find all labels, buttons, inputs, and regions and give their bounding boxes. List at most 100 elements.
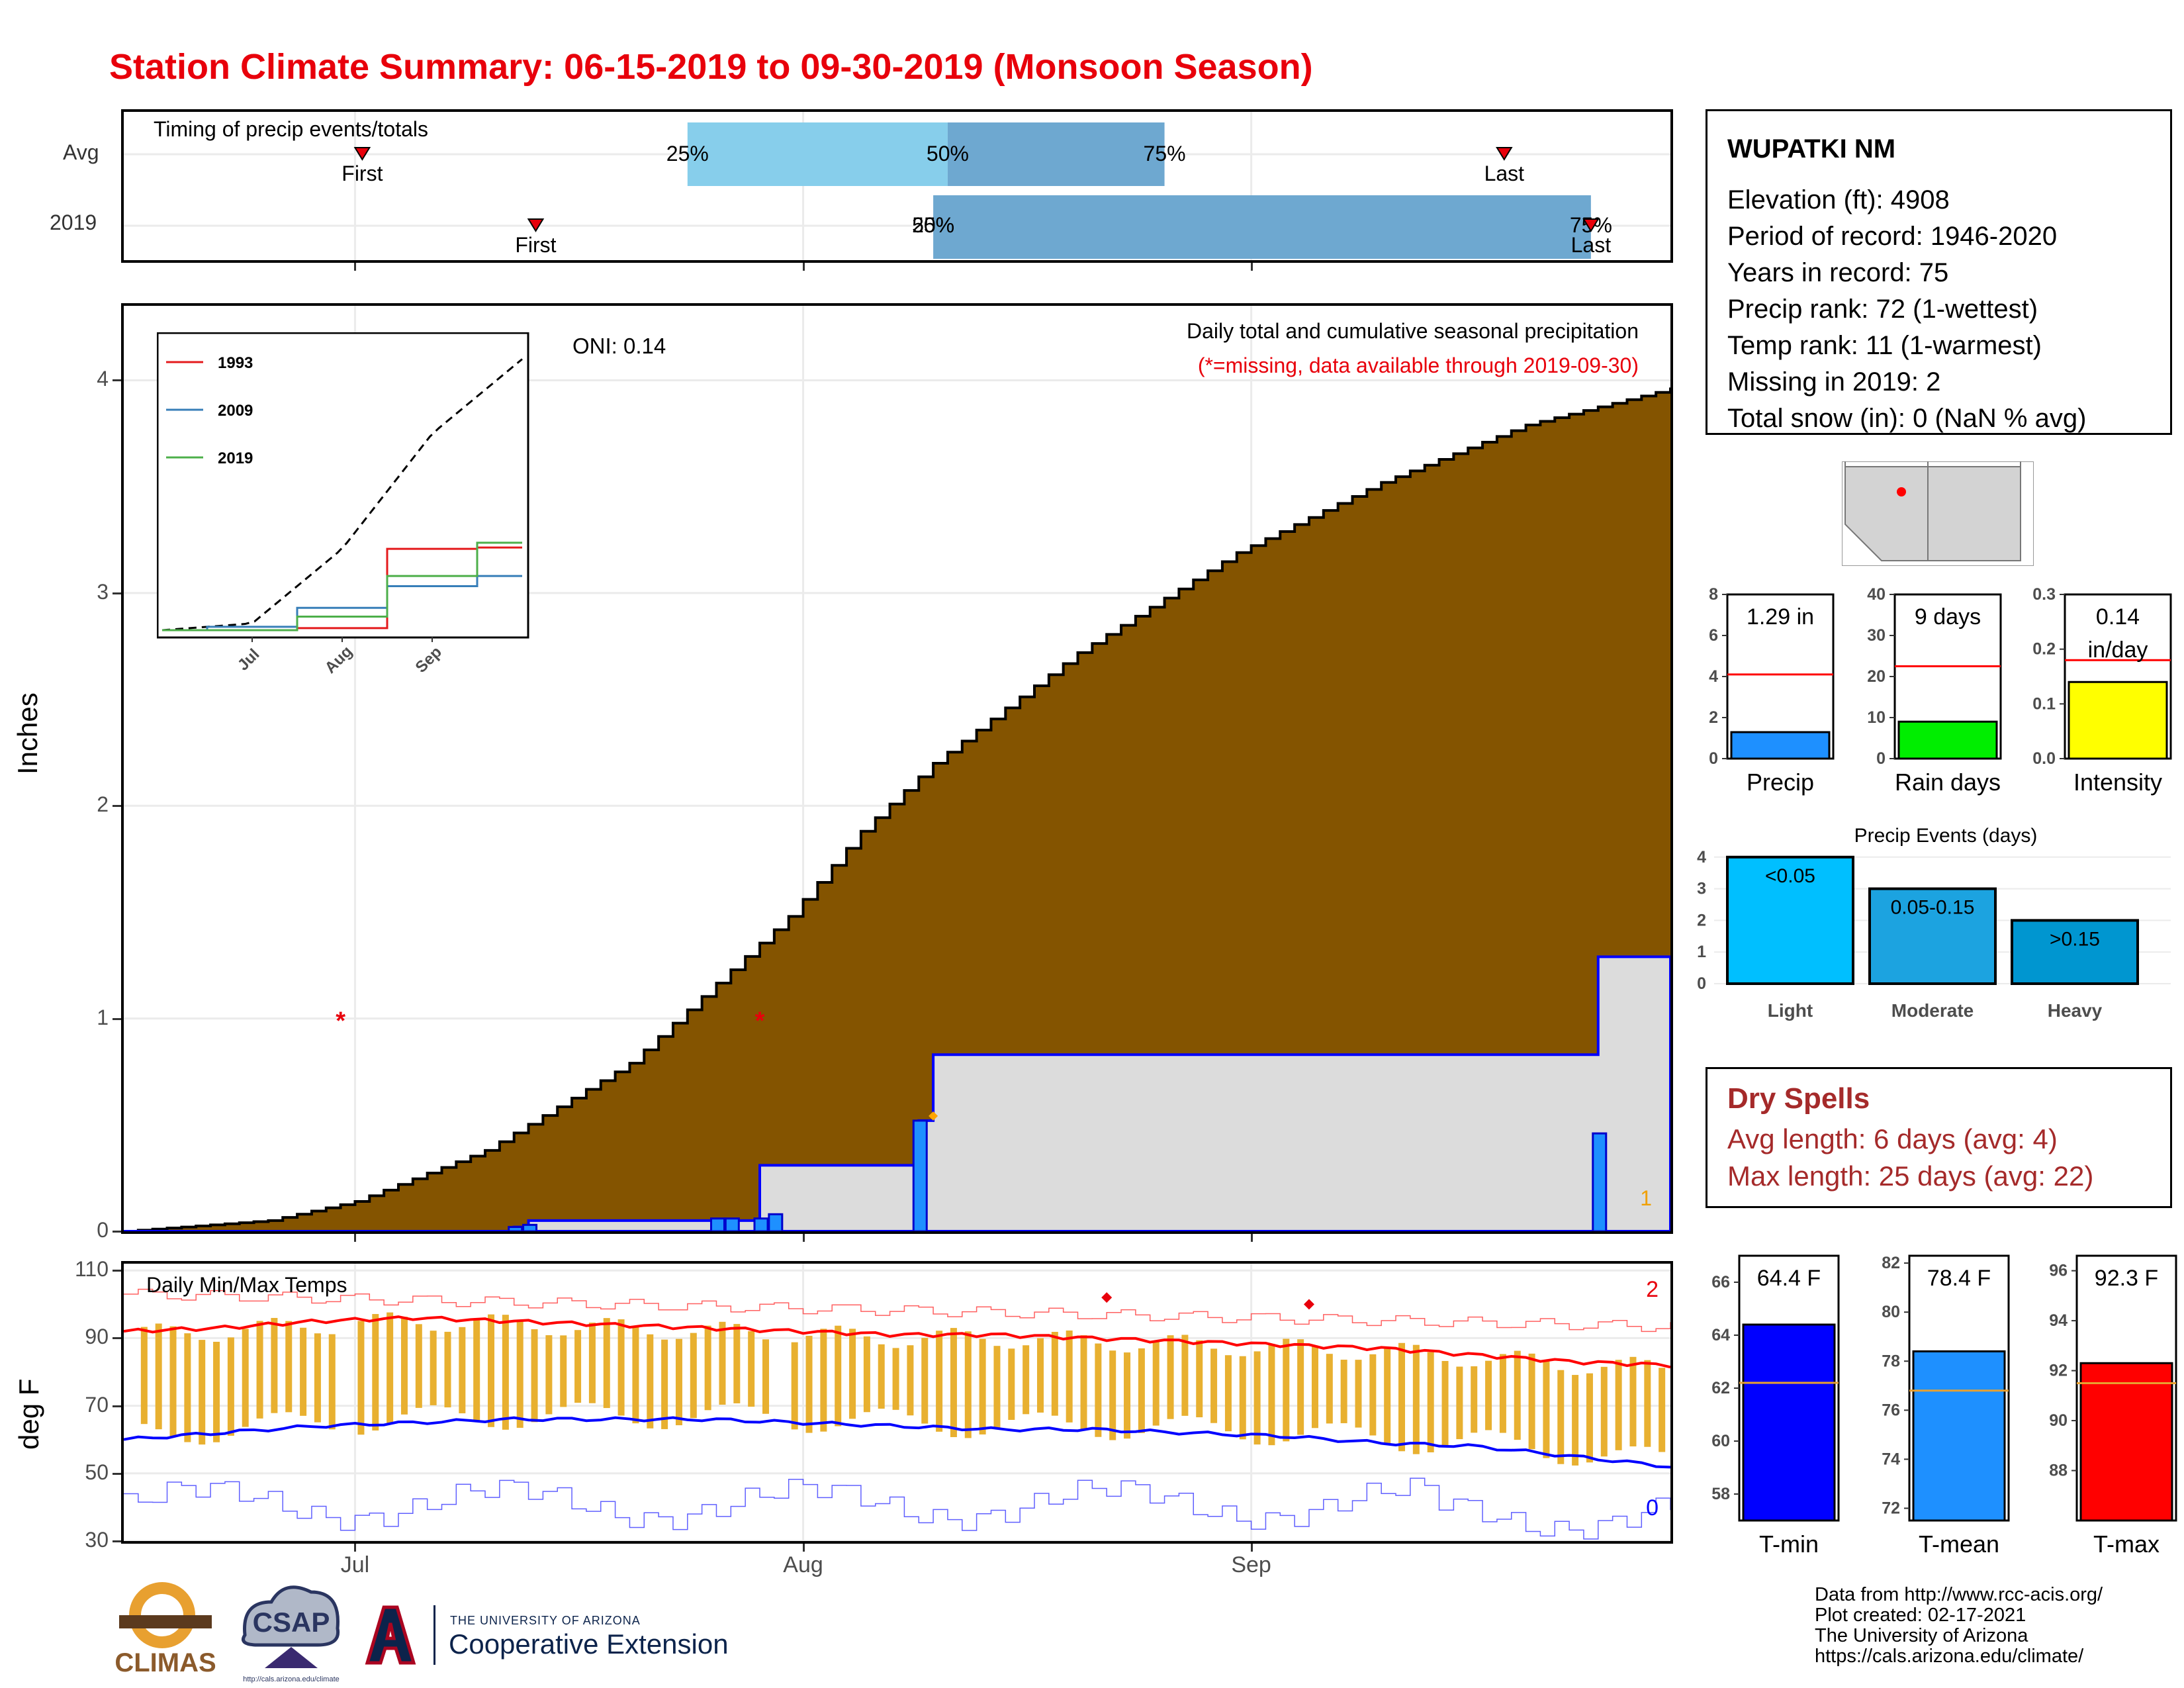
date-tick-label: Jul [340,1552,370,1577]
summary-intensity-value: 0.14 [2096,604,2140,630]
inset-legend-label: 2009 [218,402,253,420]
climas-wordmark: CLIMAS [114,1648,216,1677]
timing-row-2019: 2019 [50,211,97,234]
temp-daily-range-bar [372,1314,379,1430]
station-temp-rank: Temp rank: 11 (1-warmest) [1727,331,2042,360]
temp-heading: Daily Min/Max Temps [146,1273,347,1297]
precip-corner-count: 1 [1640,1186,1652,1210]
inset-legend-label: 1993 [218,354,253,372]
precip-ytick-mark [113,805,121,808]
precip-ytick-label: 0 [97,1218,109,1242]
summary-precip-tick-label: 0 [1709,749,1718,768]
page-title: Station Climate Summary: 06-15-2019 to 0… [109,47,1313,87]
date-tick-mark [1250,263,1253,271]
events-category-label: Heavy [2048,1000,2103,1021]
dry-spells-max: Max length: 25 days (avg: 22) [1727,1160,2094,1192]
station-elevation: Elevation (ft): 4908 [1727,185,1950,214]
temp-daily-range-bar [762,1339,770,1414]
summary-intensity-bar [2068,680,2168,760]
station-precip-rank: Precip rank: 72 (1-wettest) [1727,295,2038,324]
dry-spells-title: Dry Spells [1727,1082,1870,1115]
temp-ytick-mark [113,1270,121,1272]
precip-ytick-mark [113,379,121,382]
date-tick-mark [802,1544,805,1552]
timing-avg-bar-25-50 [687,122,948,186]
station-location-marker [1897,487,1906,496]
precip-chart: * * [124,306,1670,1231]
date-tick-label: Aug [783,1552,823,1577]
temp-daily-range-bar [1297,1339,1304,1435]
temp-daily-range-bar [733,1324,741,1403]
temp-daily-range-bar [459,1327,466,1414]
temp-daily-range-bar [1326,1354,1333,1424]
summary-rain-days-bar [1897,720,1998,760]
temp-daily-range-bar [1109,1350,1116,1440]
temp-daily-range-bar [964,1331,972,1438]
ua-logo [365,1605,416,1665]
tbar-t-mean-value: 78.4 F [1927,1266,1991,1291]
csap-logo: CSAP http://cals.arizona.edu/climate [242,1585,340,1683]
temp-daily-range-bar [1080,1335,1087,1430]
map-border-lines [1844,461,2021,467]
timing-2019-p25: 25% [912,213,954,237]
summary-precip-tick-label: 8 [1709,585,1718,604]
temp-daily-range-bar [502,1315,509,1430]
timing-row-avg: Avg [63,140,99,164]
temp-record-marker [1101,1292,1113,1303]
tbar-t-min-tick-label: 60 [1711,1432,1730,1450]
precip-panel: * * Daily total and cumulative seasonal p… [121,303,1673,1234]
tbar-t-mean-tick-label: 80 [1882,1303,1900,1321]
temp-daily-range-bar [488,1314,495,1427]
temp-daily-range-bar [1369,1354,1377,1436]
temp-daily-range-bar [863,1336,870,1413]
summary-intensity-label: Intensity [2073,769,2162,796]
temp-daily-range-bar [805,1335,813,1433]
temp-avg-min-line [124,1416,1670,1469]
temp-daily-range-bar [1384,1346,1391,1445]
tbar-t-max-bar [2079,1362,2173,1522]
date-tick-mark [1250,1544,1253,1552]
inset-series-line [162,541,522,632]
temp-daily-range-bar [155,1323,162,1430]
precip-max-event-marker [929,1111,938,1121]
temp-summary-bars: 58 60 62 64 66 64.4 F T-min 72 74 76 78 80 82 78.4 F T… [1711,1254,2177,1558]
temp-daily-range-bar [936,1331,943,1432]
station-missing: Missing in 2019: 2 [1727,367,1941,397]
temp-daily-range-bar [430,1331,437,1405]
temp-daily-range-bar [140,1327,148,1425]
timing-avg-bar-50-75 [947,122,1165,186]
temp-daily-range-bar [1066,1330,1073,1423]
temp-daily-range-bar [979,1338,986,1434]
temp-daily-range-bar [661,1339,668,1429]
summary-intensity-value-unit: in/day [2088,637,2148,663]
precip-ytick-label: 2 [97,792,109,817]
temp-daily-range-bar [907,1345,914,1416]
temp-daily-range-bar [1095,1343,1102,1437]
summary-rain-days-tick-label: 40 [1867,585,1886,604]
date-tick-mark [1250,1234,1253,1242]
temp-ylabel: deg F [13,1378,44,1450]
inset-series-line [162,575,522,632]
ua-small-text: THE UNIVERSITY OF ARIZONA [450,1614,641,1627]
precip-ytick-label: 4 [97,367,109,391]
precip-daily-bar [768,1213,784,1231]
events-bar-label: <0.05 [1765,865,1815,887]
temp-daily-range-bar [1412,1344,1420,1454]
temp-daily-range-bar [588,1323,596,1403]
temp-daily-range-bar [835,1325,842,1427]
temp-daily-range-bar [1355,1360,1362,1428]
tbar-t-mean-tick-label: 76 [1882,1401,1900,1419]
events-bar-label: >0.15 [2050,928,2100,950]
temp-ytick-label: 70 [85,1392,109,1417]
timing-avg-p75: 75% [1144,142,1186,165]
timing-avg-first-label: First [341,162,383,185]
temp-record-low-line [124,1477,1670,1540]
precip-caption-missing: (*=missing, data available through 2019-… [1197,353,1639,377]
temp-daily-range-bar [574,1330,582,1403]
temp-daily-range-bar [1543,1361,1550,1458]
footer-line-url: https://cals.arizona.edu/climate/ [1815,1646,2084,1667]
temp-daily-range-bar [1268,1344,1275,1446]
temp-daily-range-bar [1253,1351,1261,1445]
footer-line-data: Data from http://www.rcc-acis.org/ [1815,1584,2103,1605]
